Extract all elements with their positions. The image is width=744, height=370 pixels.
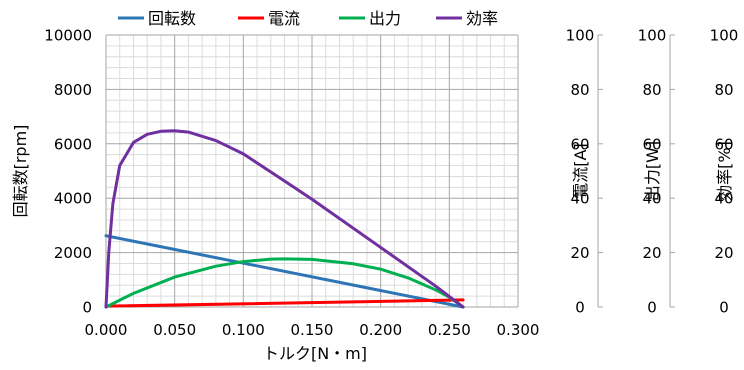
- right-axis-tick-label: 100: [710, 27, 739, 45]
- x-tick-label: 0.200: [359, 321, 402, 339]
- grid: [105, 34, 519, 308]
- legend-label-rpm: 回転数: [148, 9, 196, 28]
- right-axis-tick-label: 60: [642, 135, 661, 153]
- right-axis-tick-label: 100: [638, 27, 667, 45]
- left-axis-tick-label: 10000: [44, 27, 92, 45]
- axes-layer: 0.000 0.050 0.100 0.150 0.200 0.250 0.300 トルク[N…: [11, 27, 738, 364]
- series-line-current: [104, 298, 465, 308]
- right-axis-tick-label: 0: [719, 299, 729, 317]
- right-axis-tick-label: 60: [570, 135, 589, 153]
- left-axis-tick-label: 8000: [54, 81, 92, 99]
- right-axis-title: 効率[%]: [715, 141, 734, 201]
- right-axis-tick-label: 100: [566, 27, 595, 45]
- right-axis-tick-label: 40: [570, 190, 589, 208]
- right-axis-title: 出力[W]: [643, 141, 662, 201]
- x-tick-label: 0.150: [291, 321, 334, 339]
- right-axis-tick-label: 80: [714, 81, 733, 99]
- x-tick-label: 0.300: [497, 321, 540, 339]
- left-axis-tick-label: 4000: [54, 190, 92, 208]
- left-axis-tick-label: 6000: [54, 135, 92, 153]
- legend-label-eff: 効率: [466, 9, 498, 28]
- x-tick-label: 0.250: [428, 321, 471, 339]
- series-line-eff: [104, 129, 465, 309]
- x-tick-label: 0.100: [222, 321, 265, 339]
- x-tick-label: 0.000: [85, 321, 128, 339]
- right-axis-tick-label: 20: [642, 244, 661, 262]
- right-axis-tick-label: 20: [570, 244, 589, 262]
- right-axis-tick-label: 0: [647, 299, 657, 317]
- left-axis-tick-label: 0: [82, 299, 92, 317]
- x-tick-label: 0.050: [153, 321, 196, 339]
- right-axis-tick-label: 80: [570, 81, 589, 99]
- legend: 回転数 電流 出力 効率: [118, 9, 498, 28]
- right-axis-title: 電流[A]: [571, 143, 590, 198]
- right-axis-tick-label: 40: [642, 190, 661, 208]
- right-axis-tick-label: 20: [714, 244, 733, 262]
- left-axis-tick-label: 2000: [54, 244, 92, 262]
- legend-label-power: 出力: [369, 9, 401, 28]
- series-layer: [104, 129, 465, 309]
- right-axis-tick-label: 80: [642, 81, 661, 99]
- right-axis-tick-label: 0: [575, 299, 585, 317]
- right-axis-tick-label: 40: [714, 190, 733, 208]
- series-line-power: [104, 257, 465, 309]
- left-axis-title: 回転数[rpm]: [11, 125, 30, 218]
- legend-label-current: 電流: [268, 9, 300, 28]
- right-axis-tick-label: 60: [714, 135, 733, 153]
- series-line-rpm: [104, 234, 465, 309]
- x-axis-title: トルク[N・m]: [263, 344, 367, 363]
